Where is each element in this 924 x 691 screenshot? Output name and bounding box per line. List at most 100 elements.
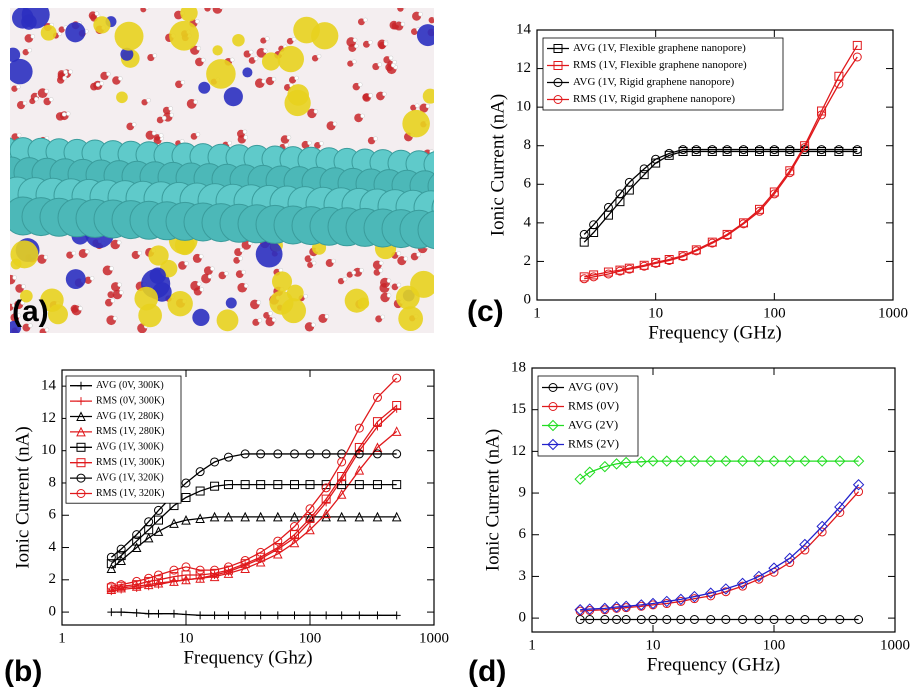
marker [255, 511, 266, 522]
marker [661, 595, 673, 608]
marker [800, 143, 810, 153]
marker [678, 145, 688, 155]
marker [705, 455, 717, 467]
graphene-atom [454, 212, 492, 250]
marker [720, 455, 732, 467]
marker [722, 145, 732, 155]
x-tick-label: 1000 [880, 637, 910, 653]
marker [209, 571, 220, 582]
water-hydrogen [27, 47, 32, 53]
water-hydrogen [386, 278, 392, 283]
water-hydrogen [263, 48, 268, 54]
marker [337, 611, 346, 620]
marker [273, 480, 283, 490]
water-hydrogen [291, 36, 297, 42]
marker [639, 170, 649, 180]
water-hydrogen [352, 59, 357, 64]
water-hydrogen [161, 115, 167, 121]
water-hydrogen [21, 284, 26, 289]
anion [212, 45, 223, 56]
water-hydrogen [368, 93, 373, 98]
water-hydrogen [243, 135, 249, 140]
marker [195, 467, 205, 477]
water-hydrogen [195, 132, 201, 137]
cation [198, 81, 211, 94]
marker [153, 575, 163, 585]
marker [305, 513, 315, 523]
marker [852, 52, 862, 62]
legend-label: AVG (1V, 320K) [96, 472, 164, 483]
water-molecule [410, 104, 417, 111]
marker [651, 258, 661, 268]
water-hydrogen [224, 271, 229, 276]
marker [153, 577, 164, 588]
y-tick-label: 8 [49, 474, 57, 490]
marker [706, 614, 716, 624]
marker [240, 511, 250, 522]
marker [753, 455, 765, 467]
water-hydrogen [199, 287, 205, 292]
marker [76, 411, 86, 421]
marker [769, 189, 779, 199]
marker [621, 614, 631, 624]
marker [615, 266, 625, 276]
marker [589, 220, 599, 230]
anion [284, 89, 311, 117]
marker [256, 552, 266, 562]
cation [21, 8, 50, 29]
marker [736, 455, 749, 467]
water-hydrogen [351, 270, 357, 275]
water-hydrogen [112, 315, 118, 321]
anion [40, 24, 57, 41]
y-tick-label: 12 [41, 410, 56, 426]
marker [336, 511, 347, 522]
water-hydrogen [358, 82, 363, 87]
marker [210, 568, 220, 578]
water-molecule [373, 268, 381, 276]
water-hydrogen [242, 129, 248, 135]
water-molecule [307, 261, 314, 269]
y-tick-label: 15 [511, 401, 526, 417]
marker [144, 576, 154, 586]
water-hydrogen [241, 269, 246, 275]
water-molecule [337, 277, 345, 285]
water-hydrogen [416, 252, 421, 257]
water-hydrogen [307, 140, 312, 146]
marker [738, 614, 748, 624]
marker [785, 168, 795, 178]
marker [624, 264, 634, 274]
marker [753, 570, 765, 583]
water-hydrogen [378, 268, 384, 273]
marker [599, 460, 611, 473]
x-tick-label: 1 [58, 630, 66, 646]
series-line [110, 453, 397, 558]
water-hydrogen [383, 41, 389, 46]
anion [261, 52, 281, 71]
marker [181, 562, 191, 572]
marker [816, 520, 828, 533]
water-hydrogen [403, 256, 409, 261]
series-line [580, 484, 860, 611]
legend-label: RMS (2V) [568, 436, 619, 450]
y-tick-label: 8 [524, 137, 532, 153]
marker [675, 455, 687, 467]
marker [224, 611, 233, 620]
water-hydrogen [68, 69, 73, 74]
marker [290, 449, 300, 459]
marker [305, 504, 315, 514]
y-tick-label: 0 [49, 604, 57, 620]
marker [321, 508, 331, 519]
water-hydrogen [433, 16, 434, 20]
marker [182, 610, 190, 619]
plot-frame [61, 369, 435, 626]
marker [76, 426, 86, 437]
water-molecule [107, 291, 115, 299]
chart: 0 3 6 9 12 15 18 1 10 100 1000 Frequency (GHz) Ionic… [468, 359, 910, 687]
marker [688, 455, 701, 467]
marker [107, 608, 116, 617]
marker [77, 381, 85, 390]
marker [132, 576, 142, 586]
marker [354, 464, 365, 475]
anion [114, 21, 144, 51]
marker [392, 401, 402, 411]
